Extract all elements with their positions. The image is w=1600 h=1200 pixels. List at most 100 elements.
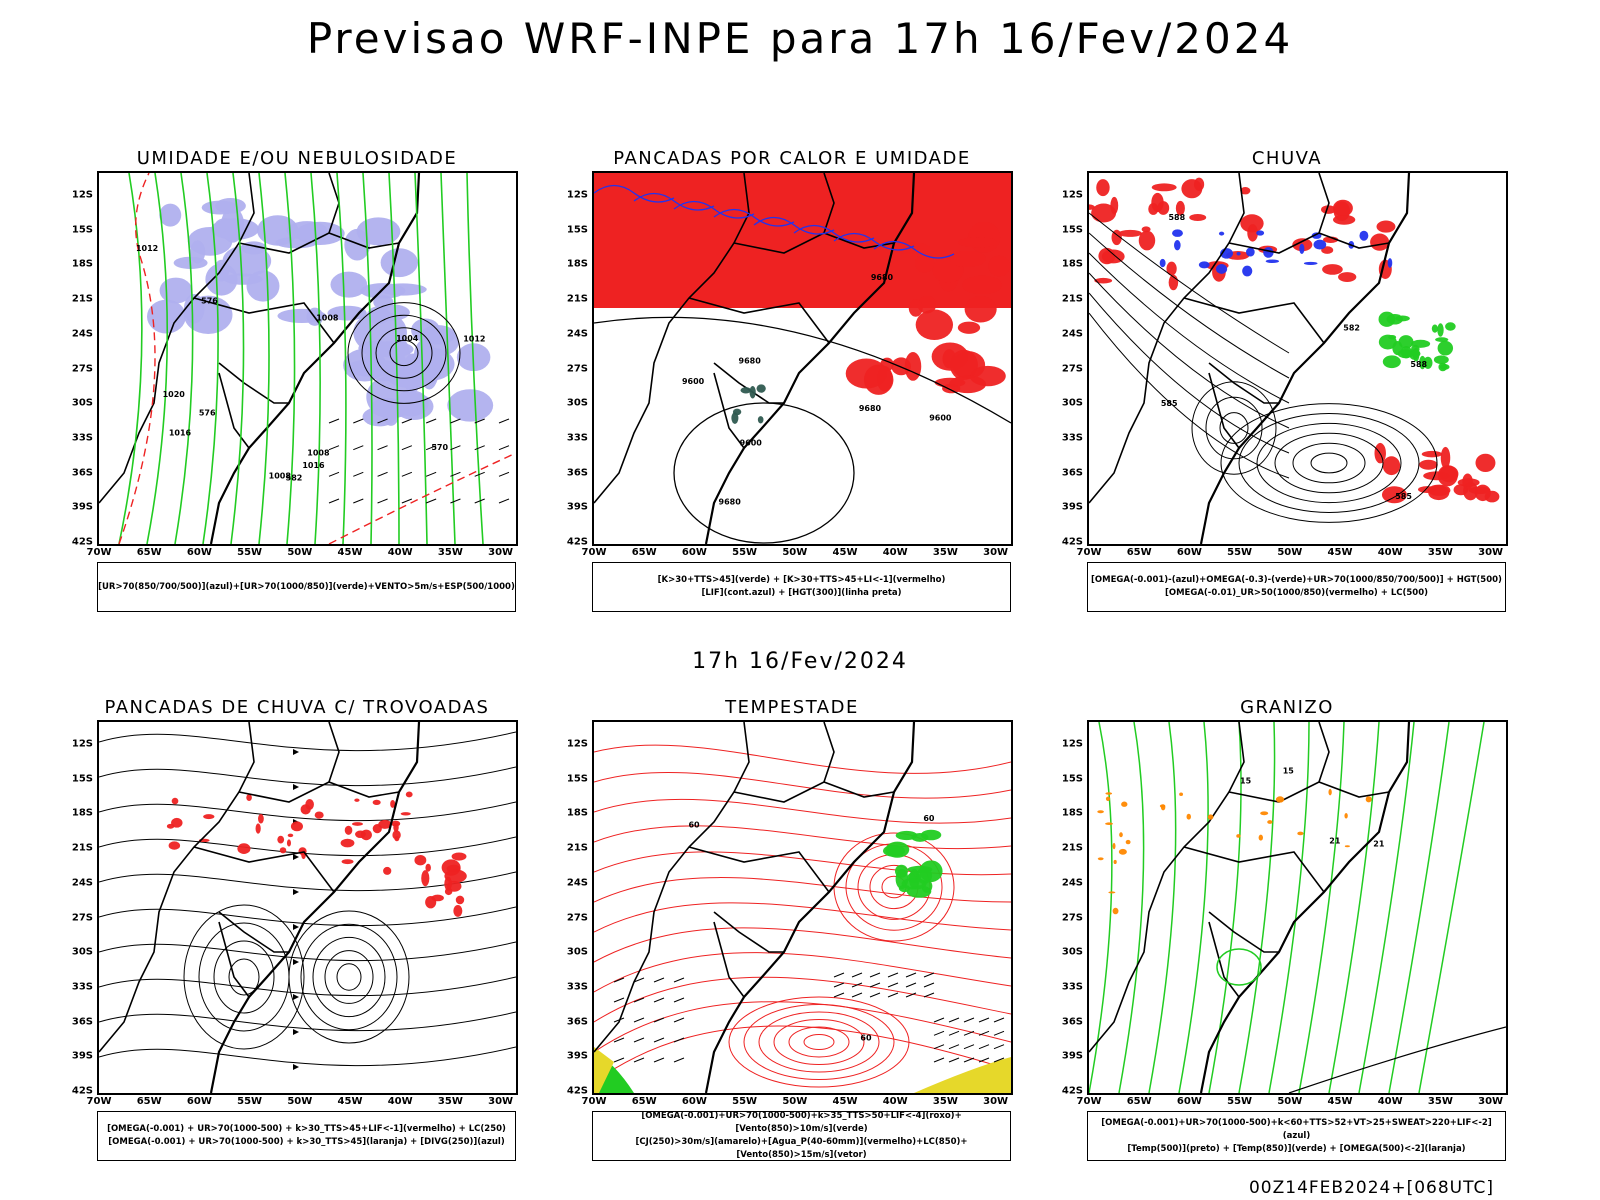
longitude-tick-label: 35W	[932, 1096, 958, 1107]
rain-red-area	[1148, 203, 1159, 215]
thunderstorm-red-area	[314, 811, 324, 819]
longitude-tick-label: 55W	[732, 547, 758, 558]
hgt500-contour	[1274, 432, 1384, 494]
longitude-tick-label: 55W	[1227, 547, 1253, 558]
umidade-wind-vector	[425, 445, 437, 451]
latitude-tick-label: 39S	[71, 501, 93, 513]
rain-red-area	[1370, 233, 1390, 251]
temp850-contour	[1328, 722, 1380, 1093]
latitude-tick-label: 24S	[566, 877, 588, 889]
tempestade-wind-vector	[833, 982, 845, 988]
latitude-tick-label: 18S	[1061, 258, 1083, 270]
longitude-tick-label: 50W	[287, 547, 313, 558]
umidade-wind-vector	[450, 445, 461, 451]
thunderstorm-red-area	[425, 863, 431, 872]
tempestade-wind-vector	[993, 1057, 1005, 1063]
humidity-low-contour	[310, 173, 321, 544]
umidade-wind-vector	[353, 445, 364, 451]
pancadas-trovoadas-border-1	[99, 722, 255, 1053]
temp850-contour	[1268, 722, 1310, 1093]
latitude-tick-label: 36S	[71, 467, 93, 479]
latitude-tick-label: 18S	[1061, 807, 1083, 819]
longitude-tick-label: 65W	[136, 1096, 162, 1107]
omega-green-area	[1419, 355, 1426, 370]
run-info: 00Z14FEB2024+[068UTC]	[1248, 1178, 1494, 1198]
thunderstorm-red-area	[354, 798, 360, 802]
tempestade-border-1	[594, 722, 750, 1053]
thickness-contour	[328, 452, 516, 544]
longitude-tick-label: 65W	[631, 1096, 657, 1107]
rain-red-area	[1175, 200, 1185, 216]
latitude-tick-label: 27S	[71, 363, 93, 374]
latitude-tick-label: 27S	[566, 363, 588, 374]
rain-red-area	[1322, 264, 1343, 275]
longitude-tick-label: 65W	[1126, 1096, 1152, 1107]
granizo-border-6	[1318, 722, 1330, 783]
longitude-tick-label: 40W	[387, 547, 413, 558]
latitude-tick-label: 15S	[1061, 773, 1083, 785]
longitude-axis: 70W 65W 60W 55W 50W 45W 40W 35W 30W	[1077, 547, 1508, 559]
rain-red-area	[1141, 226, 1151, 233]
pancadas-trovoadas-arrow	[293, 994, 299, 1000]
longitude-tick-label: 35W	[1427, 547, 1453, 558]
pancadas-trovoadas-streamline	[99, 731, 516, 752]
rain-red-area	[1437, 465, 1458, 487]
hgt500-contour	[1238, 413, 1420, 513]
umidade-wind-vector	[450, 471, 461, 477]
rain-red-area	[1338, 272, 1357, 282]
lc500-contour	[1219, 412, 1249, 444]
contour-label: 21	[1329, 836, 1341, 845]
longitude-tick-label: 40W	[1377, 1096, 1403, 1107]
tempestade-wind-vector	[978, 1030, 990, 1036]
longitude-tick-label: 65W	[136, 547, 162, 558]
contour-label: 9680	[871, 273, 894, 282]
omega-green-area	[1378, 334, 1397, 350]
granizo-border-2	[1228, 781, 1390, 803]
rain-red-area	[1333, 201, 1351, 222]
tempestade-wind-vector	[653, 1057, 665, 1063]
tempestade-wind-vector	[923, 992, 935, 998]
panel-title: TEMPESTADE	[725, 697, 859, 718]
latitude-tick-label: 33S	[566, 981, 588, 993]
omega500-orange-area	[1207, 814, 1214, 820]
latitude-tick-label: 21S	[1061, 842, 1083, 854]
pancadas-trovoadas-border-6	[328, 722, 340, 783]
omega-blue-area	[1263, 247, 1274, 258]
tempestade-wind-vector	[851, 972, 863, 978]
instability-red-area	[964, 295, 997, 323]
legend-line: [Temp(500)](preto) + [Temp(850)](verde) …	[1127, 1143, 1466, 1154]
umidade-border-4	[218, 362, 289, 404]
lc850-contour	[594, 927, 1011, 963]
thunderstorm-red-area	[277, 835, 285, 844]
contour-label: 1016	[302, 461, 325, 470]
pancadas-trovoadas-arrow	[293, 784, 299, 790]
granizo-border-1	[1089, 722, 1245, 1053]
latitude-tick-label: 39S	[1061, 1050, 1083, 1062]
omega500-orange-area	[1260, 811, 1269, 816]
longitude-tick-label: 70W	[1076, 547, 1102, 558]
valid-time-title: 17h 16/Fev/2024	[692, 649, 908, 674]
contour-label: 9680	[719, 497, 742, 506]
humidity-low-contour	[174, 173, 194, 544]
lifted-index-contour	[713, 208, 795, 227]
tempestade-wind-vector	[923, 972, 935, 978]
lifted-index-contour	[873, 240, 955, 259]
latitude-axis: 12S 15S 18S 21S 24S 27S 30S 33S 36S 39S 42S	[62, 171, 93, 548]
pressure-isobar	[389, 339, 419, 367]
umidade-wind-vector	[377, 471, 388, 477]
longitude-tick-label: 55W	[237, 1096, 263, 1107]
latitude-tick-label: 15S	[71, 224, 93, 236]
longitude-tick-label: 55W	[237, 547, 263, 558]
pancadas-trovoadas-arrow	[293, 1029, 299, 1035]
longitude-tick-label: 50W	[1277, 547, 1303, 558]
longitude-tick-label: 45W	[337, 1096, 363, 1107]
thunderstorm-red-area	[287, 833, 294, 838]
legend-line: [OMEGA(-0.001) + UR>70(1000-500) + k>30_…	[108, 1137, 505, 1147]
wind850-green-area	[901, 877, 927, 890]
rain-red-area	[1240, 186, 1251, 195]
thickness-contour	[118, 173, 156, 544]
thunderstorm-red-area	[394, 836, 400, 842]
thunderstorm-red-area	[405, 791, 413, 798]
humidity-upper-area	[379, 283, 427, 296]
pancadas-trovoadas-arrow	[293, 854, 299, 860]
